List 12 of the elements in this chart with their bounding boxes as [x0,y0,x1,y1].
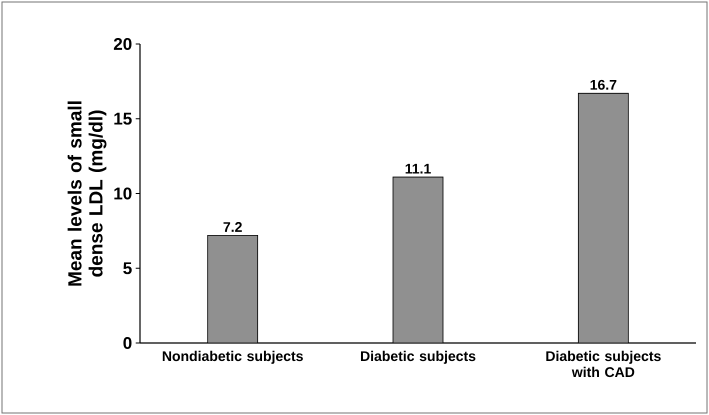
data-label: 16.7 [590,80,616,90]
data-label: 11.1 [406,164,431,174]
x-tick-label: Nondiabetic subjects [162,350,303,364]
y-tick-label: 5 [123,262,132,274]
y-tick-label: 20 [114,38,132,50]
x-tick-label: Diabetic subjects with CAD [546,350,661,378]
y-tick-label: 10 [114,187,132,200]
y-tick-label: 0 [123,336,132,350]
data-label: 7.2 [224,222,242,232]
x-tick-label: Diabetic subjects [360,350,476,364]
y-axis-title: Mean levels of small dense LDL (mg/dl) [68,101,106,286]
y-tick-label: 15 [114,112,132,125]
